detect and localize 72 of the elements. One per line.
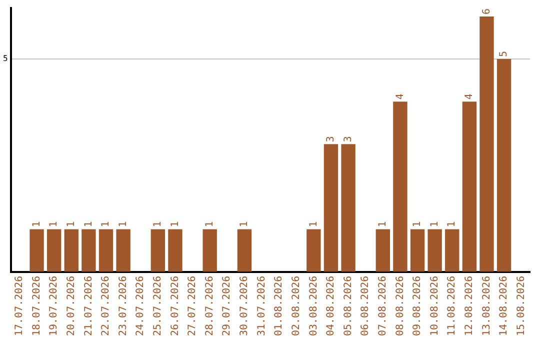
x-tick-label: 09.08.2026 bbox=[412, 276, 424, 336]
x-tick-label: 18.07.2026 bbox=[31, 276, 42, 336]
data-label: 1 bbox=[170, 221, 181, 228]
data-label: 1 bbox=[118, 221, 129, 228]
bar bbox=[341, 144, 356, 272]
bar bbox=[168, 229, 182, 272]
data-label: 5 bbox=[498, 51, 510, 58]
data-label: 1 bbox=[429, 221, 440, 228]
data-label: 1 bbox=[446, 221, 458, 228]
data-label: 3 bbox=[326, 136, 337, 142]
x-tick-label: 24.07.2026 bbox=[135, 276, 146, 336]
data-label: 1 bbox=[66, 221, 77, 228]
bar bbox=[46, 229, 62, 272]
data-label: 1 bbox=[100, 221, 112, 228]
bar bbox=[376, 229, 390, 272]
bar bbox=[30, 229, 44, 272]
bar bbox=[324, 144, 338, 272]
data-label: 1 bbox=[239, 221, 250, 228]
x-tick-label: 23.07.2026 bbox=[118, 276, 129, 336]
data-label: 1 bbox=[48, 221, 60, 228]
bar bbox=[98, 229, 114, 272]
bar bbox=[306, 229, 321, 272]
x-tick-label: 31.07.2026 bbox=[256, 276, 268, 336]
bar bbox=[445, 229, 460, 272]
data-label: 1 bbox=[308, 221, 320, 228]
bar bbox=[64, 229, 78, 272]
bar bbox=[82, 229, 96, 272]
x-tick-label: 17.07.2026 bbox=[14, 276, 26, 336]
x-tick-label: 20.07.2026 bbox=[66, 276, 77, 336]
data-label: 1 bbox=[31, 221, 42, 228]
x-tick-label: 28.07.2026 bbox=[204, 276, 216, 336]
x-tick-label: 04.08.2026 bbox=[326, 276, 337, 336]
x-tick-label: 22.07.2026 bbox=[100, 276, 112, 336]
x-tick-label: 11.08.2026 bbox=[446, 276, 458, 336]
x-tick-label: 03.08.2026 bbox=[308, 276, 320, 336]
bar bbox=[480, 16, 494, 272]
data-label: 1 bbox=[377, 221, 388, 228]
bar bbox=[462, 102, 477, 272]
data-label: 4 bbox=[394, 94, 406, 100]
x-tick-label: 02.08.2026 bbox=[290, 276, 302, 336]
x-tick-label: 13.08.2026 bbox=[481, 276, 492, 336]
bar bbox=[116, 229, 130, 272]
x-tick-label: 25.07.2026 bbox=[152, 276, 164, 336]
data-label: 6 bbox=[481, 8, 492, 15]
x-tick-label: 07.08.2026 bbox=[377, 276, 388, 336]
bar bbox=[150, 229, 166, 272]
bar bbox=[496, 59, 512, 272]
bar bbox=[428, 229, 442, 272]
x-tick-label: 26.07.2026 bbox=[170, 276, 181, 336]
bar bbox=[393, 102, 408, 272]
data-label: 1 bbox=[152, 221, 164, 228]
x-tick-label: 29.07.2026 bbox=[222, 276, 233, 336]
x-tick-label: 12.08.2026 bbox=[464, 276, 476, 336]
x-tick-label: 27.07.2026 bbox=[187, 276, 198, 336]
x-tick-label: 10.08.2026 bbox=[429, 276, 440, 336]
x-tick-label: 06.08.2026 bbox=[360, 276, 372, 336]
data-label: 1 bbox=[412, 221, 424, 228]
x-tick-label: 19.07.2026 bbox=[48, 276, 60, 336]
x-tick-label: 14.08.2026 bbox=[498, 276, 510, 336]
x-tick-label: 05.08.2026 bbox=[342, 276, 354, 336]
bar bbox=[202, 229, 217, 272]
data-label: 3 bbox=[342, 136, 354, 142]
data-label: 4 bbox=[464, 94, 476, 100]
data-label: 1 bbox=[83, 221, 94, 228]
bar bbox=[410, 229, 425, 272]
x-tick-label: 30.07.2026 bbox=[239, 276, 250, 336]
x-tick-label: 01.08.2026 bbox=[274, 276, 285, 336]
x-tick-label: 08.08.2026 bbox=[394, 276, 406, 336]
bar bbox=[237, 229, 252, 272]
data-label: 1 bbox=[204, 221, 216, 228]
x-tick-label: 15.08.2026 bbox=[516, 276, 527, 336]
x-tick-label: 21.07.2026 bbox=[83, 276, 94, 336]
